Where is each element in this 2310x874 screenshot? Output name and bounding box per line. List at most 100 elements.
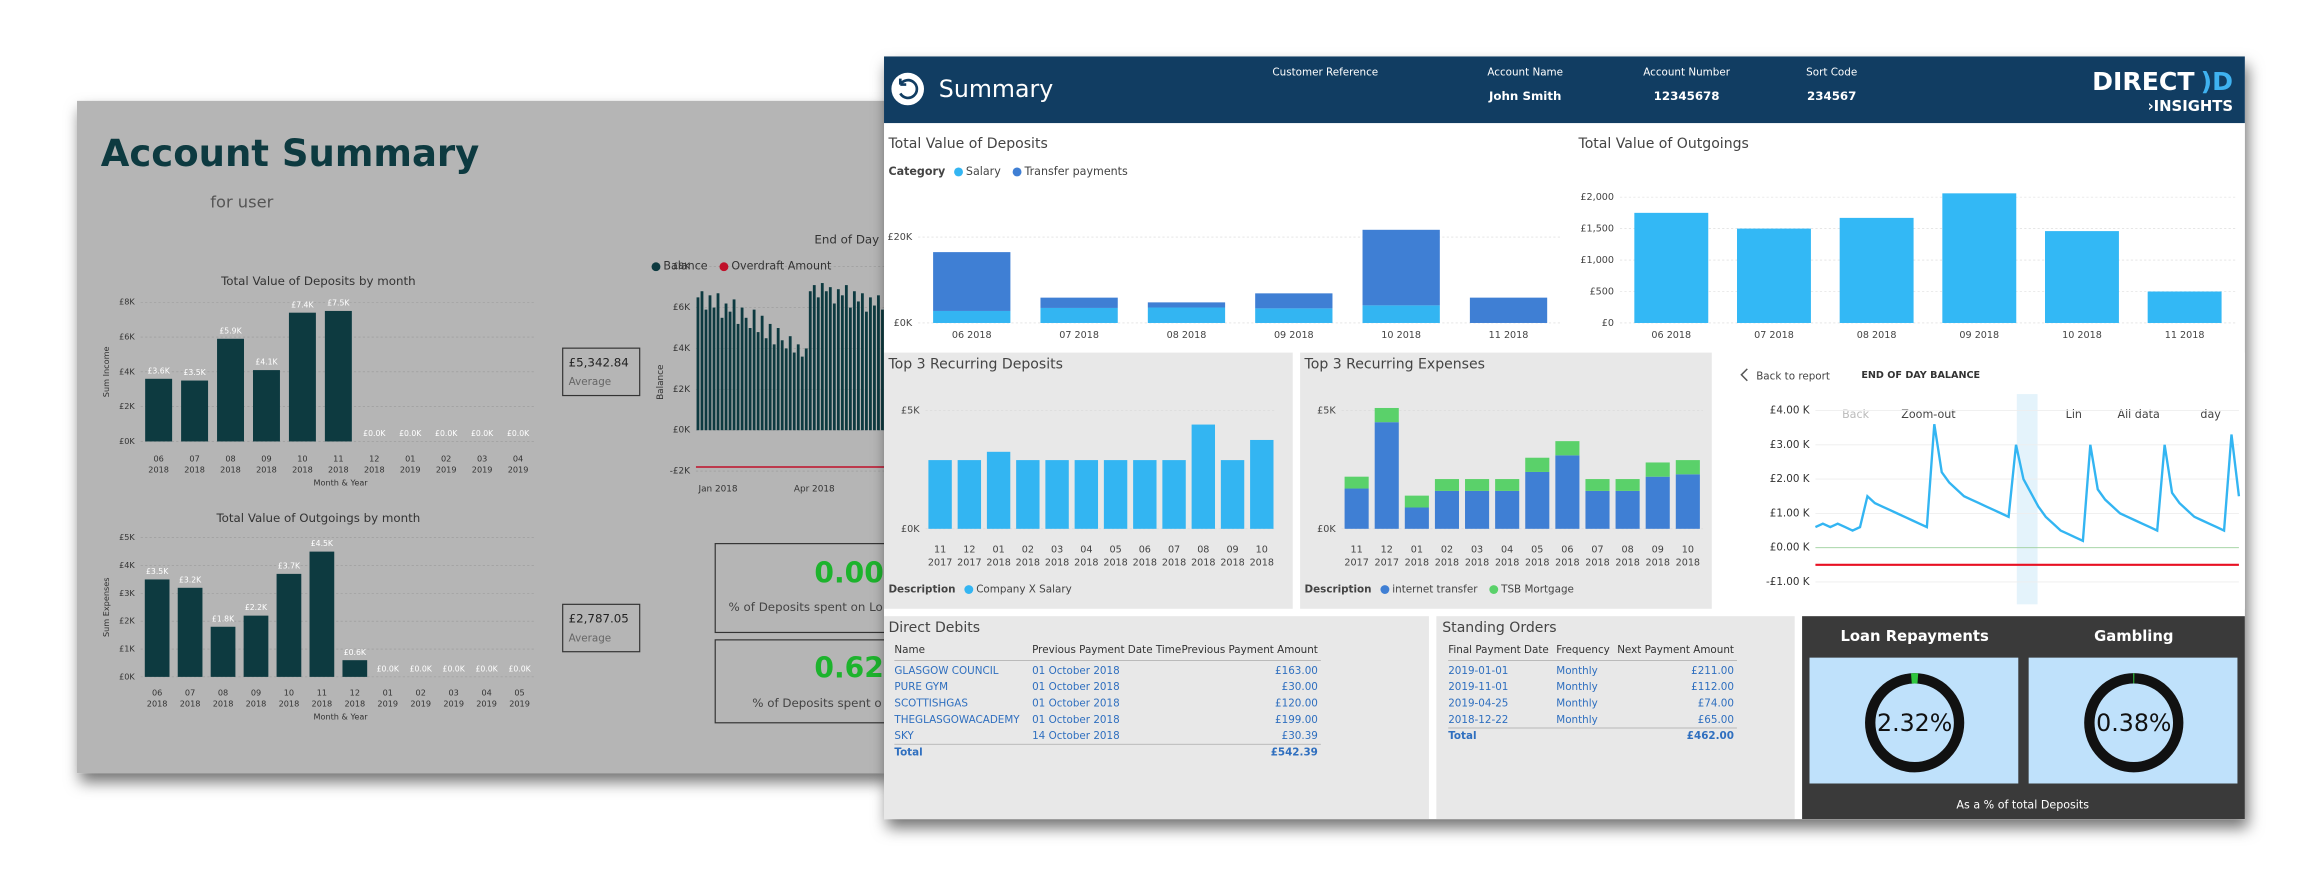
x-tick-label: 10 xyxy=(284,688,294,698)
bar xyxy=(1250,439,1274,529)
average-label: Average xyxy=(569,376,612,388)
x-tick-label: 2018 xyxy=(1250,558,1274,569)
chart-title: End of Day B xyxy=(814,233,891,247)
x-tick-label: 2018 xyxy=(184,465,205,475)
y-tick-label: £0K xyxy=(119,436,135,446)
x-tick-label: 2017 xyxy=(928,558,952,569)
logo-sub: ›INSIGHTS xyxy=(2148,98,2233,115)
bar xyxy=(1374,422,1399,529)
x-tick-label: 01 xyxy=(405,454,415,464)
back-icon xyxy=(898,78,919,100)
bar xyxy=(700,291,704,431)
x-tick-label: 2018 xyxy=(180,699,201,709)
back-title: Account Summary xyxy=(101,132,480,175)
bar xyxy=(1362,229,1440,306)
header-label: Account Name xyxy=(1487,67,1563,79)
data-label: £1.8K xyxy=(212,614,235,623)
table-cell: 01 October 2018 xyxy=(1032,681,1120,693)
x-tick-label: 2018 xyxy=(220,465,241,475)
bar xyxy=(1525,457,1550,472)
x-tick-label: 11 xyxy=(934,545,946,556)
x-tick-label: 2018 xyxy=(1465,558,1489,569)
x-tick-label: 10 xyxy=(1682,545,1694,556)
x-tick-label: 04 xyxy=(1501,545,1513,556)
table-cell: SKY xyxy=(894,730,914,742)
bar xyxy=(1555,455,1580,529)
x-tick-label: 02 xyxy=(1022,545,1034,556)
bar xyxy=(784,348,788,431)
legend-swatch xyxy=(954,167,963,177)
x-tick-label: 10 xyxy=(297,454,307,464)
gauge-value: 2.32% xyxy=(1877,709,1952,737)
y-tick-label: £4K xyxy=(119,366,135,376)
bar xyxy=(873,305,876,431)
x-tick-label: 08 2018 xyxy=(1857,330,1897,341)
x-tick-label: 08 xyxy=(1621,545,1633,556)
x-tick-label: 09 xyxy=(251,688,261,698)
bar xyxy=(1045,460,1069,529)
bar xyxy=(1615,490,1640,529)
back-button[interactable] xyxy=(891,72,924,106)
x-tick-label: 06 xyxy=(1139,545,1151,556)
x-tick-label: 2017 xyxy=(957,558,981,569)
bar xyxy=(724,303,728,431)
bar xyxy=(792,352,796,431)
x-tick-label: 2018 xyxy=(1435,558,1459,569)
data-label: £7.5K xyxy=(327,299,350,308)
data-label: £0.0K xyxy=(363,429,386,438)
x-tick-label: 02 xyxy=(416,688,426,698)
data-label: £0.0K xyxy=(443,664,466,673)
balance-line xyxy=(1814,424,2241,543)
bar xyxy=(1255,308,1333,323)
x-tick-label: 2018 xyxy=(1220,558,1244,569)
table-cell: £163.00 xyxy=(1275,665,1318,677)
bar xyxy=(869,297,872,431)
bar xyxy=(1191,424,1216,529)
bar xyxy=(696,297,700,431)
x-tick-label: 09 xyxy=(1652,545,1664,556)
legend-swatch xyxy=(964,585,974,594)
average-label: Average xyxy=(569,632,612,644)
table-cell: 01 October 2018 xyxy=(1032,698,1120,710)
bar xyxy=(324,310,352,442)
data-label: £3.5K xyxy=(183,368,206,377)
legend-label: Balance xyxy=(663,260,707,273)
y-tick-label: £1K xyxy=(119,644,135,654)
table-cell: GLASGOW COUNCIL xyxy=(894,665,998,677)
bar xyxy=(1525,471,1550,529)
table-cell: £120.00 xyxy=(1275,698,1318,710)
x-axis-label: Month & Year xyxy=(313,711,368,721)
x-tick-label: 2019 xyxy=(400,465,421,475)
y-tick-label: £5K xyxy=(901,405,920,416)
chart-title: Total Value of Deposits xyxy=(887,136,1047,152)
y-axis-label: Sum Income xyxy=(101,346,111,397)
bar xyxy=(1404,507,1429,529)
x-tick-label: 11 2018 xyxy=(1489,330,1529,341)
x-tick-label: 2018 xyxy=(292,465,313,475)
data-label: £0.0K xyxy=(475,664,498,673)
x-tick-label: 2018 xyxy=(1191,558,1215,569)
panel xyxy=(1436,616,1795,820)
y-tick-label: £1,500 xyxy=(1580,224,1614,235)
x-tick-label: 2018 xyxy=(1495,558,1519,569)
table-cell: Monthly xyxy=(1556,698,1597,710)
table-cell: THEGLASGOWACADEMY xyxy=(893,714,1020,726)
bar xyxy=(800,356,804,431)
bar xyxy=(716,293,720,431)
back-subtitle: for user xyxy=(210,193,273,212)
legend-swatch xyxy=(1380,585,1390,594)
table-cell: £199.00 xyxy=(1275,714,1318,726)
table-title: Standing Orders xyxy=(1442,620,1556,636)
x-tick-label: 2018 xyxy=(1074,558,1098,569)
bar xyxy=(1016,460,1040,529)
bar xyxy=(720,317,724,431)
bar xyxy=(1404,495,1429,508)
bar xyxy=(756,332,760,431)
bar xyxy=(780,340,784,431)
bar xyxy=(788,336,792,431)
y-tick-label: £6K xyxy=(673,303,690,313)
table-header: Next Payment Amount xyxy=(1617,644,1734,656)
data-label: £0.0K xyxy=(471,429,494,438)
x-tick-label: 11 xyxy=(1351,545,1363,556)
bar xyxy=(1737,228,1811,323)
